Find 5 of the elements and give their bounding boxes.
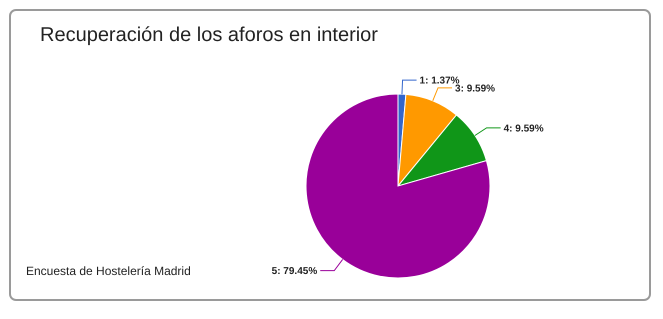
data-label: 5: 79.45%	[272, 266, 318, 278]
text: Encuesta de Hostelería Madrid	[26, 264, 191, 278]
data-label: 4: 9.59%	[504, 123, 544, 134]
chart-title: Recuperación de los aforos en interior	[40, 24, 378, 46]
data-label: 3: 9.59%	[455, 83, 496, 94]
